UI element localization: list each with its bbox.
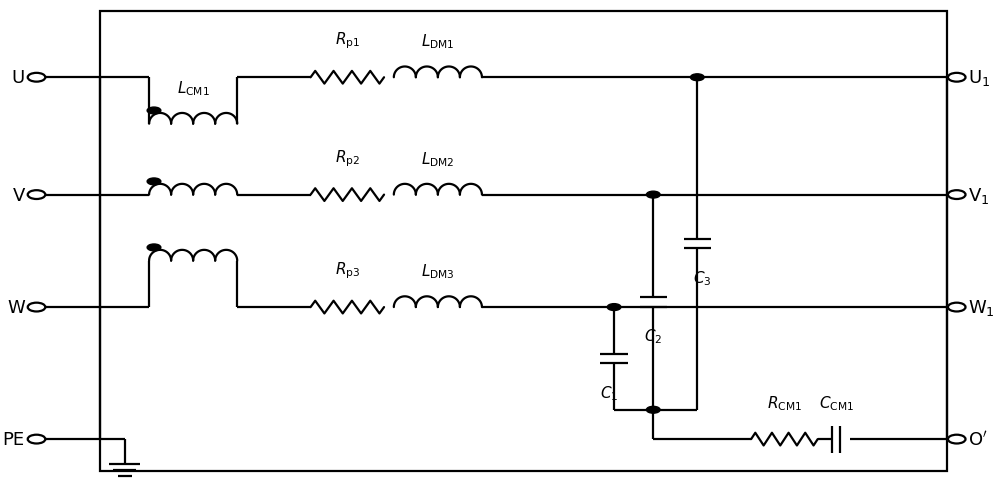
Circle shape [646,192,660,199]
Text: $R_{\rm p2}$: $R_{\rm p2}$ [335,148,360,168]
Text: $L_{\rm DM3}$: $L_{\rm DM3}$ [421,262,455,281]
Text: $C_3$: $C_3$ [693,268,711,287]
Text: PE: PE [3,430,25,448]
Circle shape [28,74,45,82]
Circle shape [28,303,45,312]
Text: $R_{\rm p3}$: $R_{\rm p3}$ [335,260,360,281]
Circle shape [28,191,45,200]
Text: $L_{\rm CM1}$: $L_{\rm CM1}$ [177,79,210,98]
Circle shape [948,435,966,444]
Text: $R_{\rm CM1}$: $R_{\rm CM1}$ [767,394,802,412]
Circle shape [646,407,660,413]
Bar [100,12,947,471]
Text: V: V [12,186,25,204]
Text: $R_{\rm p1}$: $R_{\rm p1}$ [335,31,360,51]
Circle shape [147,108,161,115]
Text: $\rm V_1$: $\rm V_1$ [968,185,990,205]
Circle shape [948,303,966,312]
Text: $\rm W_1$: $\rm W_1$ [968,298,995,317]
Circle shape [147,179,161,185]
Circle shape [948,191,966,200]
Text: O$'$: O$'$ [968,430,988,448]
Circle shape [607,304,621,311]
Circle shape [147,244,161,251]
Text: $C_{\rm CM1}$: $C_{\rm CM1}$ [819,394,854,412]
Text: $L_{\rm DM2}$: $L_{\rm DM2}$ [421,150,455,168]
Text: $C_1$: $C_1$ [600,383,618,402]
Text: $C_2$: $C_2$ [644,327,662,346]
Circle shape [948,74,966,82]
Text: $\rm U_1$: $\rm U_1$ [968,68,991,88]
Text: U: U [12,69,25,87]
Text: $L_{\rm DM1}$: $L_{\rm DM1}$ [421,33,455,51]
Circle shape [28,435,45,444]
Text: W: W [7,299,25,316]
Circle shape [690,75,704,81]
